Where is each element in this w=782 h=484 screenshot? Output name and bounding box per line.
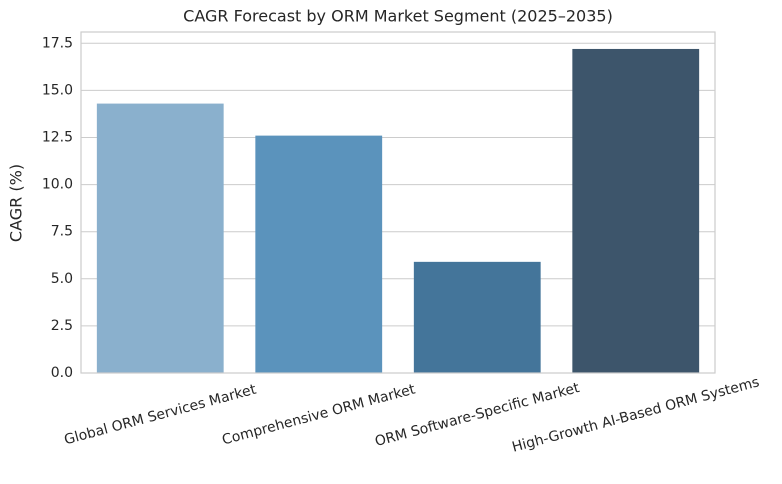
y-tick-label: 5.0: [51, 271, 73, 287]
bar: [255, 135, 383, 373]
y-tick-label: 7.5: [51, 224, 73, 240]
y-tick-label: 2.5: [51, 318, 73, 334]
bar: [572, 48, 700, 373]
x-tick-label: High-Growth AI-Based ORM Systems: [510, 374, 761, 456]
y-tick-label: 15.0: [42, 82, 73, 98]
y-tick-label: 17.5: [42, 35, 73, 51]
bar: [413, 261, 541, 373]
chart-title: CAGR Forecast by ORM Market Segment (202…: [183, 7, 613, 26]
y-axis-label: CAGR (%): [7, 164, 26, 242]
y-tick-label: 12.5: [42, 130, 73, 146]
y-tick-label: 10.0: [42, 177, 73, 193]
y-tick-label: 0.0: [51, 365, 73, 381]
plot-frame: [80, 31, 716, 374]
bar: [96, 103, 224, 374]
